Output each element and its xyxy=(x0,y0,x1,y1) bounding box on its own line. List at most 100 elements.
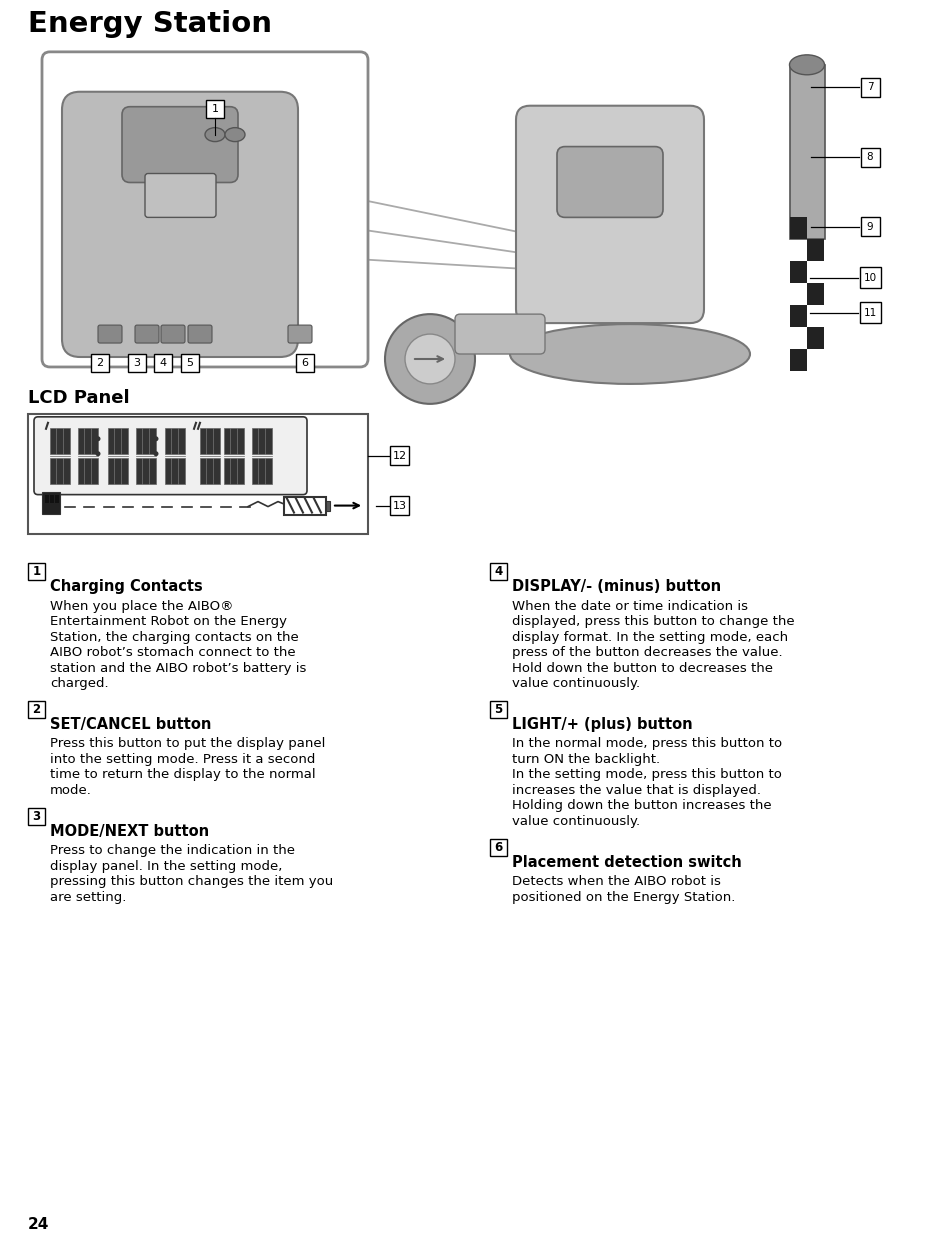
Text: value continuously.: value continuously. xyxy=(512,677,640,690)
Text: charged.: charged. xyxy=(50,677,109,690)
Text: display format. In the setting mode, each: display format. In the setting mode, eac… xyxy=(512,631,788,643)
Text: 1: 1 xyxy=(33,566,40,578)
Bar xyxy=(390,446,409,466)
Text: display panel. In the setting mode,: display panel. In the setting mode, xyxy=(50,860,283,873)
Text: Press to change the indication in the: Press to change the indication in the xyxy=(50,845,295,857)
Circle shape xyxy=(385,314,475,404)
Bar xyxy=(284,496,326,515)
Text: 10: 10 xyxy=(864,273,877,283)
Bar xyxy=(490,839,507,856)
FancyBboxPatch shape xyxy=(135,325,159,343)
Text: 2: 2 xyxy=(97,358,103,368)
Bar xyxy=(128,354,146,372)
Bar xyxy=(42,492,60,514)
Bar xyxy=(807,327,824,350)
Bar xyxy=(50,458,70,484)
Text: are setting.: are setting. xyxy=(50,890,127,904)
Bar xyxy=(200,458,220,484)
Text: 7: 7 xyxy=(867,83,873,93)
Ellipse shape xyxy=(510,324,750,384)
Text: 2: 2 xyxy=(33,703,40,716)
Bar xyxy=(790,64,825,240)
Bar xyxy=(154,354,172,372)
Bar xyxy=(790,262,807,283)
FancyBboxPatch shape xyxy=(188,325,212,343)
Text: Energy Station: Energy Station xyxy=(28,10,272,38)
FancyBboxPatch shape xyxy=(288,325,312,343)
Bar xyxy=(136,458,156,484)
FancyBboxPatch shape xyxy=(122,106,238,183)
Bar xyxy=(45,494,49,503)
Bar xyxy=(28,563,45,580)
Text: In the normal mode, press this button to: In the normal mode, press this button to xyxy=(512,737,782,751)
Bar xyxy=(136,427,156,453)
Bar xyxy=(224,458,244,484)
Bar xyxy=(50,427,70,453)
Text: LIGHT/+ (plus) button: LIGHT/+ (plus) button xyxy=(512,718,693,732)
Circle shape xyxy=(96,451,100,456)
Ellipse shape xyxy=(225,127,245,142)
Text: 5: 5 xyxy=(494,703,502,716)
FancyBboxPatch shape xyxy=(161,325,185,343)
Text: 13: 13 xyxy=(393,500,407,510)
Bar xyxy=(165,427,185,453)
Circle shape xyxy=(96,436,100,441)
Bar xyxy=(296,354,314,372)
Bar xyxy=(78,458,98,484)
Bar xyxy=(78,427,98,453)
Text: Detects when the AIBO robot is: Detects when the AIBO robot is xyxy=(512,876,721,888)
Circle shape xyxy=(153,451,159,456)
Bar xyxy=(200,427,220,453)
Text: When you place the AIBO®: When you place the AIBO® xyxy=(50,600,234,613)
Bar xyxy=(252,427,272,453)
Text: Station, the charging contacts on the: Station, the charging contacts on the xyxy=(50,631,299,643)
Text: 6: 6 xyxy=(494,841,502,853)
Text: 12: 12 xyxy=(393,451,407,461)
Bar xyxy=(28,701,45,718)
Bar xyxy=(55,494,59,503)
Text: 4: 4 xyxy=(494,566,502,578)
Text: press of the button decreases the value.: press of the button decreases the value. xyxy=(512,646,782,659)
Bar xyxy=(50,494,54,503)
Bar xyxy=(860,148,880,167)
Text: Entertainment Robot on the Energy: Entertainment Robot on the Energy xyxy=(50,615,287,629)
Bar xyxy=(807,240,824,262)
Bar xyxy=(490,563,507,580)
Text: SET/CANCEL button: SET/CANCEL button xyxy=(50,718,211,732)
Circle shape xyxy=(153,436,159,441)
Bar xyxy=(859,303,881,324)
Text: When the date or time indication is: When the date or time indication is xyxy=(512,600,748,613)
Bar xyxy=(807,283,824,305)
Bar xyxy=(859,267,881,288)
Text: mode.: mode. xyxy=(50,784,92,797)
Bar xyxy=(790,217,807,240)
Bar xyxy=(108,427,128,453)
Text: 9: 9 xyxy=(867,222,873,232)
FancyBboxPatch shape xyxy=(516,106,704,324)
FancyBboxPatch shape xyxy=(455,314,545,354)
Text: 3: 3 xyxy=(33,810,40,823)
Bar xyxy=(28,414,368,534)
Bar xyxy=(490,701,507,718)
Text: Hold down the button to decreases the: Hold down the button to decreases the xyxy=(512,662,773,674)
Text: pressing this button changes the item you: pressing this button changes the item yo… xyxy=(50,876,333,888)
Text: 3: 3 xyxy=(133,358,141,368)
Bar xyxy=(326,500,330,510)
FancyBboxPatch shape xyxy=(145,173,216,217)
Circle shape xyxy=(405,333,455,384)
Text: 1: 1 xyxy=(211,104,219,114)
Bar xyxy=(181,354,199,372)
Text: 4: 4 xyxy=(160,358,166,368)
Text: 8: 8 xyxy=(867,152,873,162)
Ellipse shape xyxy=(205,127,225,142)
Text: Press this button to put the display panel: Press this button to put the display pan… xyxy=(50,737,326,751)
Text: 5: 5 xyxy=(187,358,193,368)
Bar xyxy=(252,458,272,484)
Text: In the setting mode, press this button to: In the setting mode, press this button t… xyxy=(512,768,782,782)
Text: Holding down the button increases the: Holding down the button increases the xyxy=(512,799,772,813)
Text: station and the AIBO robot’s battery is: station and the AIBO robot’s battery is xyxy=(50,662,306,674)
Bar xyxy=(206,100,224,117)
Bar xyxy=(390,496,409,515)
Bar xyxy=(860,217,880,236)
Text: MODE/NEXT button: MODE/NEXT button xyxy=(50,824,209,839)
